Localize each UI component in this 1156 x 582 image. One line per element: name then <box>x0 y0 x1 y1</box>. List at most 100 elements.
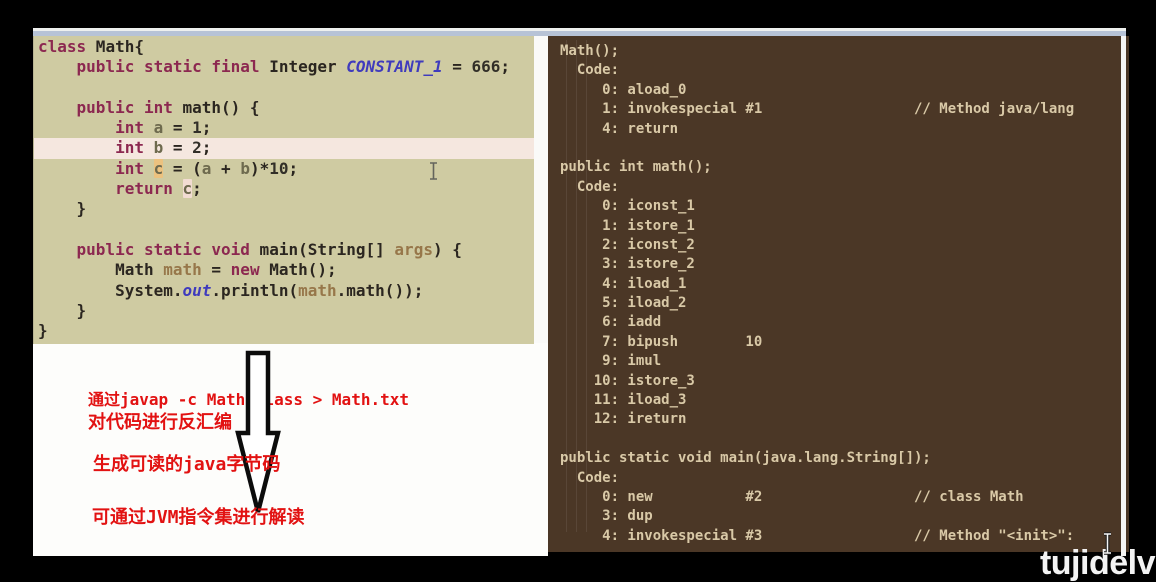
bytecode-line[interactable]: 4: invokespecial #3 // Method "<init>": <box>560 527 1075 544</box>
code-token <box>38 159 115 178</box>
code-token: class <box>38 37 87 56</box>
code-token: new <box>230 260 260 280</box>
code-token: = <box>163 138 193 158</box>
code-token: .println( <box>211 280 299 300</box>
bytecode-line[interactable]: 7: bipush 10 <box>560 333 763 350</box>
down-arrow-icon <box>235 350 281 513</box>
code-token: a <box>153 118 164 138</box>
code-token: c <box>153 158 164 178</box>
code-token: ; <box>500 57 511 77</box>
code-token <box>144 138 154 157</box>
code-token: ; <box>288 158 299 178</box>
code-line[interactable]: int c = (a + b)*10; <box>34 158 534 179</box>
code-line[interactable]: int b = 2; <box>34 138 534 159</box>
bytecode-line[interactable]: public static void main(java.lang.String… <box>560 450 931 467</box>
source-editor-panel[interactable]: class Math{ public static final Integer … <box>33 36 534 344</box>
code-token <box>38 98 77 117</box>
code-token: = <box>163 118 193 138</box>
annotation-jvm-instruction: 可通过JVM指令集进行解读 <box>92 507 305 528</box>
code-token: ; <box>201 138 212 158</box>
code-token: a <box>201 158 212 178</box>
watermark-logo: tujidelv <box>1039 544 1156 582</box>
bytecode-line[interactable] <box>560 139 1129 158</box>
bytecode-line[interactable]: 1: invokespecial #1 // Method java/lang <box>560 101 1075 118</box>
notes-area <box>33 343 548 556</box>
code-token: Math(); <box>259 260 337 280</box>
code-token: CONSTANT_1 <box>346 57 443 77</box>
bytecode-line[interactable]: 5: iload_2 <box>560 295 687 312</box>
code-line[interactable]: public int math() { <box>34 98 534 118</box>
code-token: )* <box>249 158 270 178</box>
code-token: } <box>38 321 48 341</box>
bytecode-line[interactable]: 9: imul <box>560 353 662 370</box>
code-token: 1 <box>192 118 202 138</box>
code-line[interactable]: return c; <box>34 179 534 199</box>
code-token: 666 <box>471 57 501 77</box>
bytecode-line[interactable]: 3: istore_2 <box>560 256 695 273</box>
code-token: return <box>115 179 173 199</box>
bytecode-line[interactable]: 2: iconst_2 <box>560 236 695 253</box>
bytecode-line[interactable]: public int math(); <box>560 159 712 176</box>
code-line[interactable]: class Math{ <box>34 37 534 57</box>
scrollbar[interactable] <box>1121 28 1126 556</box>
code-token <box>38 240 77 259</box>
code-token: c <box>182 179 193 199</box>
indent-guide <box>576 40 577 532</box>
code-token: + <box>211 158 241 178</box>
code-token: b <box>240 158 250 178</box>
bytecode-line[interactable]: 0: iconst_1 <box>560 198 695 215</box>
bytecode-line[interactable]: 0: aload_0 <box>560 81 687 98</box>
code-token: main(String[] <box>249 239 395 259</box>
code-token: int <box>115 158 144 178</box>
code-line[interactable] <box>34 220 534 240</box>
code-token <box>38 118 115 137</box>
bytecode-line[interactable]: 11: iload_3 <box>560 392 687 409</box>
code-line[interactable]: } <box>34 321 534 341</box>
code-token <box>38 138 115 157</box>
bytecode-line[interactable]: Code: <box>560 62 620 79</box>
annotation-disassemble: 对代码进行反汇编 <box>88 412 232 433</box>
code-line[interactable]: int a = 1; <box>34 118 534 138</box>
code-line[interactable] <box>34 78 534 98</box>
code-line[interactable]: Math math = new Math(); <box>34 260 534 280</box>
code-token: 10 <box>269 158 289 178</box>
code-token: public int <box>76 97 173 117</box>
code-token: } <box>38 199 87 219</box>
code-token <box>38 57 77 76</box>
bytecode-line[interactable]: 10: istore_3 <box>560 372 695 389</box>
bytecode-line[interactable]: 4: return <box>560 120 679 137</box>
bytecode-line[interactable]: Code: <box>560 178 620 195</box>
code-token: = ( <box>163 158 202 178</box>
code-token: b <box>153 138 164 158</box>
bytecode-panel[interactable]: Math(); Code: 0: aload_0 1: invokespecia… <box>548 36 1129 552</box>
code-line[interactable]: public static final Integer CONSTANT_1 =… <box>34 57 534 77</box>
code-token <box>173 179 183 198</box>
code-token: int <box>115 118 144 138</box>
annotation-javap-command: 通过javap -c Math.class > Math.txt <box>88 390 409 409</box>
code-token: public static final <box>76 57 260 77</box>
code-token: = <box>201 260 231 280</box>
bytecode-line[interactable]: 6: iadd <box>560 314 662 331</box>
bytecode-line[interactable]: 4: iload_1 <box>560 275 687 292</box>
code-token: Integer <box>259 57 347 77</box>
code-token: Math <box>38 260 164 280</box>
bytecode-line[interactable]: Math(); <box>560 43 620 59</box>
bytecode-line[interactable]: Code: <box>560 469 620 486</box>
ibeam-cursor-icon <box>430 162 437 180</box>
code-line[interactable]: } <box>34 199 534 219</box>
bytecode-line[interactable]: 3: dup <box>560 508 653 525</box>
bytecode-line[interactable] <box>560 430 1129 449</box>
window-top-edge <box>33 31 1126 36</box>
code-token: math <box>298 280 337 300</box>
bytecode-line[interactable]: 12: ireturn <box>560 411 687 428</box>
bytecode-line[interactable]: 0: new #2 // class Math <box>560 488 1024 505</box>
annotation-readable-bytecode: 生成可读的java字节码 <box>93 454 281 475</box>
code-line[interactable]: } <box>34 301 534 321</box>
code-token: out <box>182 280 212 300</box>
code-token: math() { <box>172 97 260 117</box>
code-token: ) { <box>432 239 462 259</box>
bytecode-line[interactable]: 1: istore_1 <box>560 217 695 234</box>
code-line[interactable]: public static void main(String[] args) { <box>34 240 534 260</box>
code-line[interactable]: System.out.println(math.math()); <box>34 281 534 301</box>
